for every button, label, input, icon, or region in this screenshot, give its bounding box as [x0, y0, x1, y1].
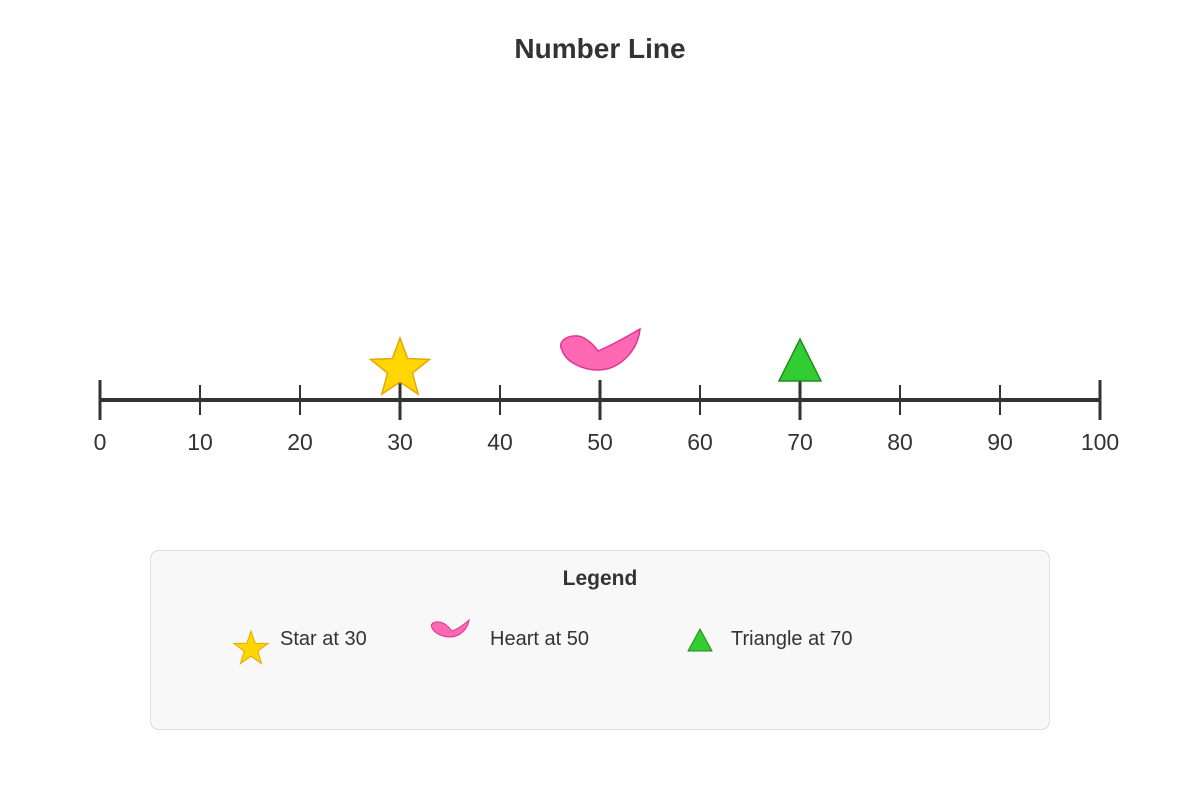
number-line: 0 10 20 30 40 50 60 70 80 90 100	[94, 327, 1120, 455]
legend-title: Legend	[562, 567, 638, 590]
tick-label-0: 0	[94, 429, 107, 455]
heart-marker	[559, 327, 641, 371]
markers	[368, 327, 823, 396]
heart-shape	[559, 327, 641, 371]
triangle-icon	[687, 627, 713, 652]
tick-label-70: 70	[787, 429, 813, 455]
legend-box: Legend Star at 30 Heart at 50 Triangle a…	[150, 550, 1050, 730]
tick-label-60: 60	[687, 429, 713, 455]
tick-label-20: 20	[287, 429, 313, 455]
legend-label-heart: Heart at 50	[490, 628, 589, 650]
legend-label-triangle: Triangle at 70	[731, 628, 853, 650]
tick-label-50: 50	[587, 429, 613, 455]
tick-label-40: 40	[487, 429, 513, 455]
triangle-marker	[777, 337, 823, 382]
tick-label-30: 30	[387, 429, 413, 455]
tick-label-100: 100	[1081, 429, 1119, 455]
star-icon	[232, 629, 270, 665]
tick-label-80: 80	[887, 429, 913, 455]
heart-icon	[430, 618, 470, 638]
tick-marks	[98, 380, 1102, 420]
star-marker	[368, 335, 432, 396]
legend-label-star: Star at 30	[280, 628, 367, 650]
chart-title: Number Line	[514, 33, 686, 64]
tick-labels: 0 10 20 30 40 50 60 70 80 90 100	[94, 429, 1120, 455]
tick-label-10: 10	[187, 429, 213, 455]
tick-label-90: 90	[987, 429, 1013, 455]
